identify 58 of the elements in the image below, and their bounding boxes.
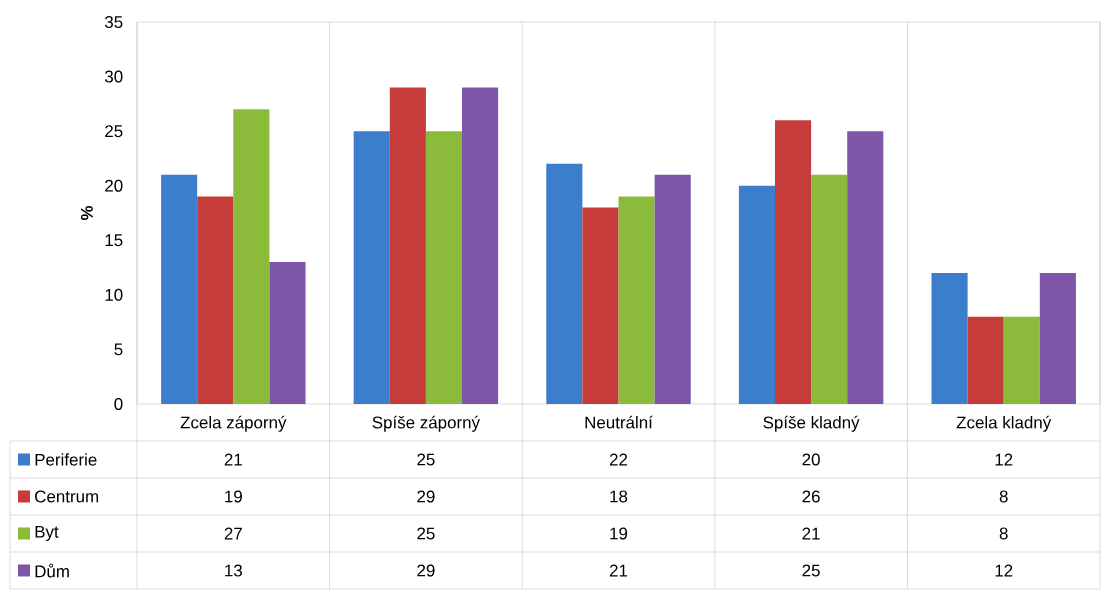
bar bbox=[775, 120, 812, 404]
bar bbox=[738, 185, 775, 404]
y-tick-label: 5 bbox=[114, 343, 123, 356]
bar bbox=[1039, 273, 1076, 404]
bar bbox=[546, 163, 583, 404]
data-label: 25 bbox=[417, 453, 435, 466]
data-label: 13 bbox=[225, 564, 242, 577]
data-label: 29 bbox=[417, 564, 435, 577]
data-label: 21 bbox=[802, 527, 820, 540]
data-label: 22 bbox=[609, 453, 628, 466]
data-label: 21 bbox=[224, 453, 242, 466]
data-label: 25 bbox=[417, 527, 435, 540]
bar bbox=[161, 174, 198, 404]
y-tick-label: 30 bbox=[104, 70, 123, 83]
x-tick-label: Spíše kladný bbox=[763, 415, 860, 432]
legend-label: Byt bbox=[35, 525, 59, 542]
legend-label: Dům bbox=[35, 563, 69, 578]
bar bbox=[847, 131, 884, 404]
x-tick-label: Zcela záporný bbox=[180, 415, 287, 432]
data-label: 8 bbox=[999, 490, 1008, 503]
bar bbox=[654, 174, 691, 404]
data-label: 19 bbox=[610, 527, 628, 540]
y-tick-label: 15 bbox=[105, 234, 123, 247]
bar bbox=[353, 131, 390, 404]
data-label: 27 bbox=[224, 527, 242, 540]
bar bbox=[233, 109, 270, 404]
data-label: 18 bbox=[610, 490, 628, 503]
data-label: 20 bbox=[802, 453, 820, 466]
y-tick-label: 10 bbox=[105, 288, 123, 301]
legend-label: Periferie bbox=[35, 453, 97, 466]
data-label: 8 bbox=[999, 527, 1008, 540]
x-tick-label: Spíše záporný bbox=[372, 415, 480, 432]
data-label: 25 bbox=[802, 564, 820, 577]
data-label: 12 bbox=[995, 564, 1013, 577]
y-tick-label: 20 bbox=[105, 179, 123, 192]
bar bbox=[811, 174, 848, 404]
data-label: 21 bbox=[609, 564, 628, 577]
data-label: 12 bbox=[995, 453, 1013, 466]
bar bbox=[425, 131, 463, 404]
y-tick-label: 35 bbox=[104, 15, 123, 28]
x-tick-label: Zcela kladný bbox=[956, 415, 1052, 432]
legend-label: Centrum bbox=[35, 490, 99, 503]
bar bbox=[269, 262, 306, 404]
bar bbox=[462, 87, 499, 404]
y-tick-label: 25 bbox=[105, 125, 123, 138]
x-tick-label: Neutrální bbox=[585, 415, 653, 429]
bar bbox=[618, 196, 655, 404]
bar bbox=[197, 196, 234, 404]
y-tick-label: 0 bbox=[114, 397, 123, 410]
data-label: 19 bbox=[225, 490, 242, 503]
bar bbox=[931, 273, 968, 404]
bar bbox=[582, 207, 619, 404]
bar bbox=[967, 316, 1004, 404]
y-axis-title: % bbox=[80, 205, 93, 221]
bar bbox=[1003, 316, 1040, 404]
bar bbox=[389, 87, 426, 404]
data-label: 29 bbox=[417, 490, 435, 503]
data-label: 26 bbox=[802, 490, 820, 503]
